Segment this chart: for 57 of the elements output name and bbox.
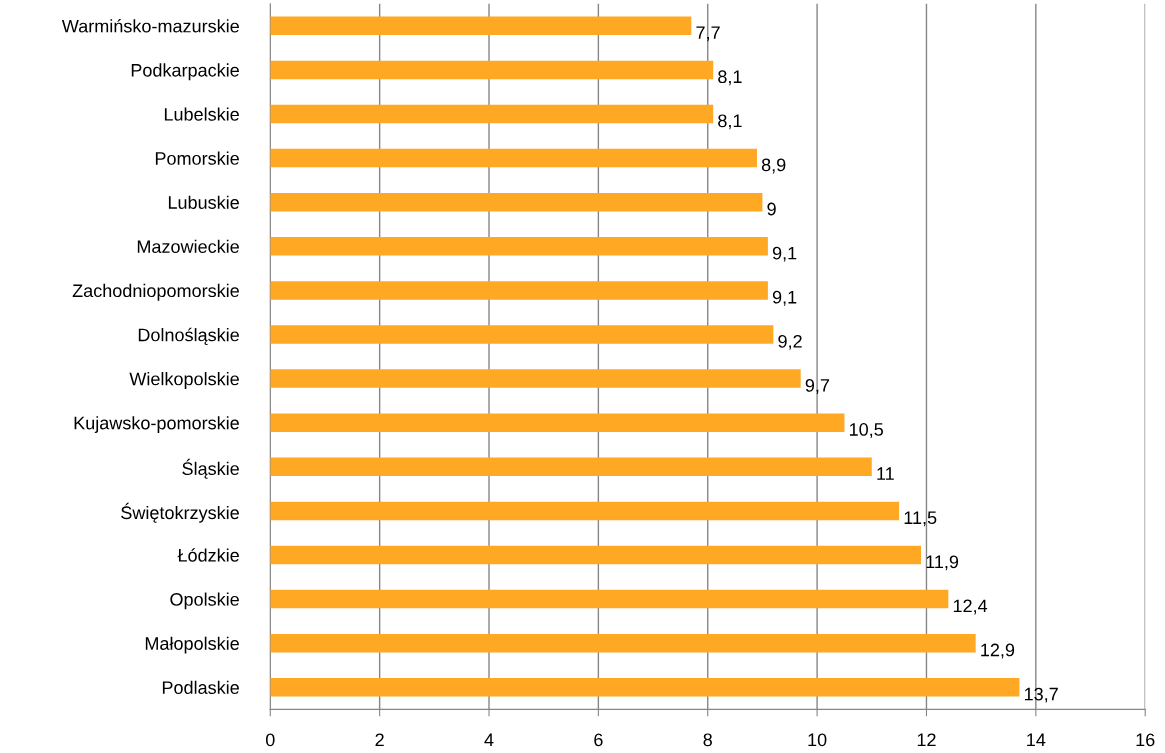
x-tick-label: 10 <box>808 733 827 747</box>
data-label: 8,9 <box>761 158 786 174</box>
data-label: 11,9 <box>926 555 959 571</box>
x-tick-label: 14 <box>1027 733 1046 747</box>
x-tick-label: 4 <box>484 733 494 747</box>
y-tick-label: Łódzkie <box>177 548 239 562</box>
bar <box>270 413 845 432</box>
y-tick-label: Lubuskie <box>168 195 239 209</box>
data-label: 7,7 <box>696 26 720 42</box>
data-label: 10,5 <box>849 423 883 438</box>
bar <box>270 281 768 300</box>
data-label: 9 <box>767 202 776 216</box>
x-tick-label: 0 <box>265 733 275 747</box>
y-tick-label: Wielkopolskie <box>129 372 239 389</box>
y-tick-label: Opolskie <box>170 592 239 610</box>
x-tick-label: 16 <box>1136 733 1155 747</box>
data-label: 9,1 <box>772 246 797 262</box>
y-tick-label: Lubelskie <box>164 107 239 121</box>
y-tick-label: Zachodniopomorskie <box>72 283 239 301</box>
x-tick-label: 8 <box>703 733 712 747</box>
data-label: 8,1 <box>718 70 742 86</box>
x-tick-label: 6 <box>594 733 603 747</box>
y-tick-label: Warmińsko-mazurskie <box>61 19 239 33</box>
y-tick-label: Dolnośląskie <box>138 327 239 345</box>
bar <box>270 148 757 168</box>
data-label: 9,1 <box>772 290 797 306</box>
bar <box>270 237 768 256</box>
y-tick-label: Podkarpackie <box>131 63 239 81</box>
bar <box>270 60 714 80</box>
bar <box>270 633 976 653</box>
bar <box>270 325 774 344</box>
bar <box>270 457 872 477</box>
x-tick-label: 2 <box>375 733 384 747</box>
bar <box>270 501 900 521</box>
data-label: 9,7 <box>805 378 830 394</box>
x-tick-label: 12 <box>917 733 936 747</box>
data-label: 11 <box>877 467 894 480</box>
y-tick-label: Pomorskie <box>155 151 239 165</box>
bar <box>270 104 714 124</box>
data-label: 8,1 <box>718 114 742 130</box>
bar <box>270 545 921 565</box>
data-label: 11,5 <box>904 511 937 527</box>
bar <box>270 589 949 609</box>
bar <box>270 16 692 36</box>
bar <box>270 369 801 388</box>
y-tick-label: Podlaskie <box>162 680 239 694</box>
bar <box>270 192 763 212</box>
y-tick-label: Śląskie <box>182 458 239 479</box>
y-tick-label: Mazowieckie <box>137 239 239 254</box>
data-label: 13,7 <box>1024 687 1058 703</box>
bar <box>270 678 1020 697</box>
data-label: 9,2 <box>778 334 802 350</box>
y-tick-label: Małopolskie <box>145 636 239 654</box>
y-tick-label: Kujawsko-pomorskie <box>74 416 239 433</box>
data-label: 12,9 <box>981 643 1015 659</box>
y-tick-label: Świętokrzyskie <box>121 502 239 523</box>
data-label: 12,4 <box>953 599 988 615</box>
